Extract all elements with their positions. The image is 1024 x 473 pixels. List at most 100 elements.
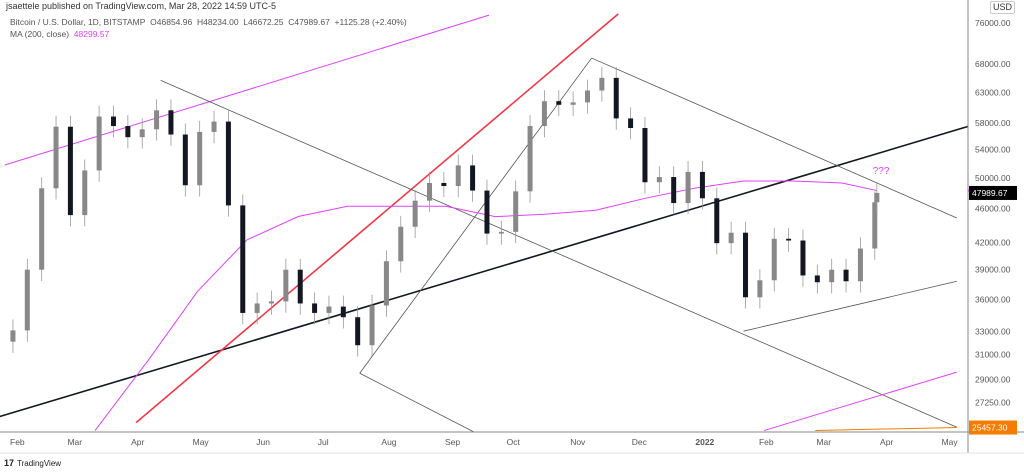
trendline-magenta	[4, 14, 490, 166]
candle-body	[613, 77, 619, 119]
x-tick-label: Mar	[67, 437, 82, 447]
candle-body	[527, 126, 533, 192]
candle-body	[484, 190, 490, 234]
close-value: C47989.67	[288, 17, 330, 27]
candle-body	[269, 301, 274, 304]
candle-body	[642, 127, 648, 183]
y-tick-label: 54000.00	[975, 144, 1011, 154]
candle-body	[24, 269, 30, 331]
candle-body	[182, 134, 188, 186]
x-tick-label: Apr	[880, 437, 893, 447]
candle-body	[771, 238, 777, 281]
candle-body	[585, 90, 591, 103]
candle-body	[154, 110, 160, 130]
price-label-box-orange	[969, 420, 1017, 435]
x-tick-label: Mar	[816, 437, 831, 447]
candle-body	[599, 77, 605, 91]
candle-body	[757, 280, 763, 298]
trendline-gray	[591, 57, 958, 219]
y-tick-label: 27250.00	[975, 397, 1011, 407]
candle-body	[498, 231, 504, 234]
candle-body	[513, 191, 519, 232]
y-tick-label: 68000.00	[975, 59, 1011, 69]
candle-body	[168, 110, 174, 135]
y-tick-label: 29000.00	[975, 374, 1011, 384]
candle-body	[728, 232, 734, 244]
annotation-text: ???	[873, 166, 890, 177]
y-tick-label: 39000.00	[975, 265, 1011, 275]
candle-body	[10, 330, 16, 342]
candle-body	[628, 118, 634, 128]
symbol-legend: Bitcoin / U.S. Dollar, 1D, BITSTAMP O468…	[10, 16, 407, 28]
ma200-line	[94, 180, 877, 431]
y-tick-label: 58000.00	[975, 118, 1011, 128]
x-tick-label: Nov	[570, 437, 586, 447]
candle-body	[570, 102, 576, 105]
x-tick-label: May	[942, 437, 959, 447]
chart-legend: Bitcoin / U.S. Dollar, 1D, BITSTAMP O468…	[10, 16, 407, 40]
change-value: +1125.28 (+2.40%)	[334, 17, 407, 27]
trendline-black	[0, 125, 968, 418]
candle-body	[556, 101, 562, 105]
trendline-gray	[359, 57, 592, 374]
candle-body	[39, 188, 45, 270]
candle-body	[427, 182, 433, 201]
candle-body	[786, 238, 792, 241]
x-tick-label: Feb	[759, 437, 774, 447]
ma-legend[interactable]: MA (200, close) 48299.57	[10, 28, 407, 40]
candle-body	[470, 165, 476, 191]
symbol-name: Bitcoin / U.S. Dollar, 1D, BITSTAMP	[10, 17, 146, 27]
x-tick-label: Jul	[318, 437, 329, 447]
candle-body	[355, 317, 361, 346]
trendline-red	[135, 13, 619, 424]
candle-body	[110, 116, 116, 127]
tradingview-logo-mark: 17	[4, 458, 15, 468]
price-label-box-last	[969, 185, 1017, 200]
tradingview-brand: TradingView	[17, 459, 62, 468]
candle-body	[874, 192, 880, 203]
candle-body	[139, 129, 145, 138]
price-label-last: 47989.67	[972, 188, 1008, 198]
tradingview-logo[interactable]: 17 TradingView	[4, 458, 61, 468]
candle-body	[872, 202, 878, 249]
candle-body	[225, 121, 231, 206]
y-tick-label: 76000.00	[975, 18, 1011, 28]
x-tick-label: Apr	[131, 437, 144, 447]
candle-body	[340, 306, 346, 318]
trendline-magenta	[763, 371, 958, 432]
y-tick-label: 33000.00	[975, 327, 1011, 337]
candle-body	[297, 269, 303, 304]
trendline-gray	[160, 80, 958, 428]
candle-body	[829, 269, 835, 283]
candle-body	[714, 198, 720, 244]
publish-info: jsaettele published on TradingView.com, …	[6, 1, 276, 11]
candle-body	[369, 305, 375, 346]
candle-body	[743, 232, 749, 298]
y-tick-label: 63000.00	[975, 87, 1011, 97]
trendline-gray	[743, 280, 957, 332]
x-tick-label: May	[193, 437, 210, 447]
candle-body	[326, 306, 332, 313]
candle-body	[283, 269, 289, 302]
candle-body	[814, 275, 820, 283]
y-tick-label: 42000.00	[975, 237, 1011, 247]
candle-body	[197, 131, 203, 186]
candle-body	[541, 101, 547, 127]
candle-body	[671, 177, 677, 204]
candle-body	[211, 121, 217, 132]
low-value: L46672.25	[243, 17, 284, 27]
candle-body	[67, 126, 73, 216]
candle-body	[125, 126, 131, 138]
candle-body	[656, 177, 662, 183]
candle-body	[82, 170, 88, 216]
x-tick-label: Feb	[10, 437, 25, 447]
currency-badge[interactable]: USD	[990, 1, 1016, 14]
candle-body	[441, 182, 447, 187]
x-tick-label: 2022	[695, 437, 714, 447]
ma-value: 48299.57	[73, 29, 110, 39]
candle-body	[800, 240, 806, 276]
trendline-orange	[815, 426, 957, 432]
trendline-gray	[359, 372, 475, 432]
candle-body	[240, 205, 246, 313]
